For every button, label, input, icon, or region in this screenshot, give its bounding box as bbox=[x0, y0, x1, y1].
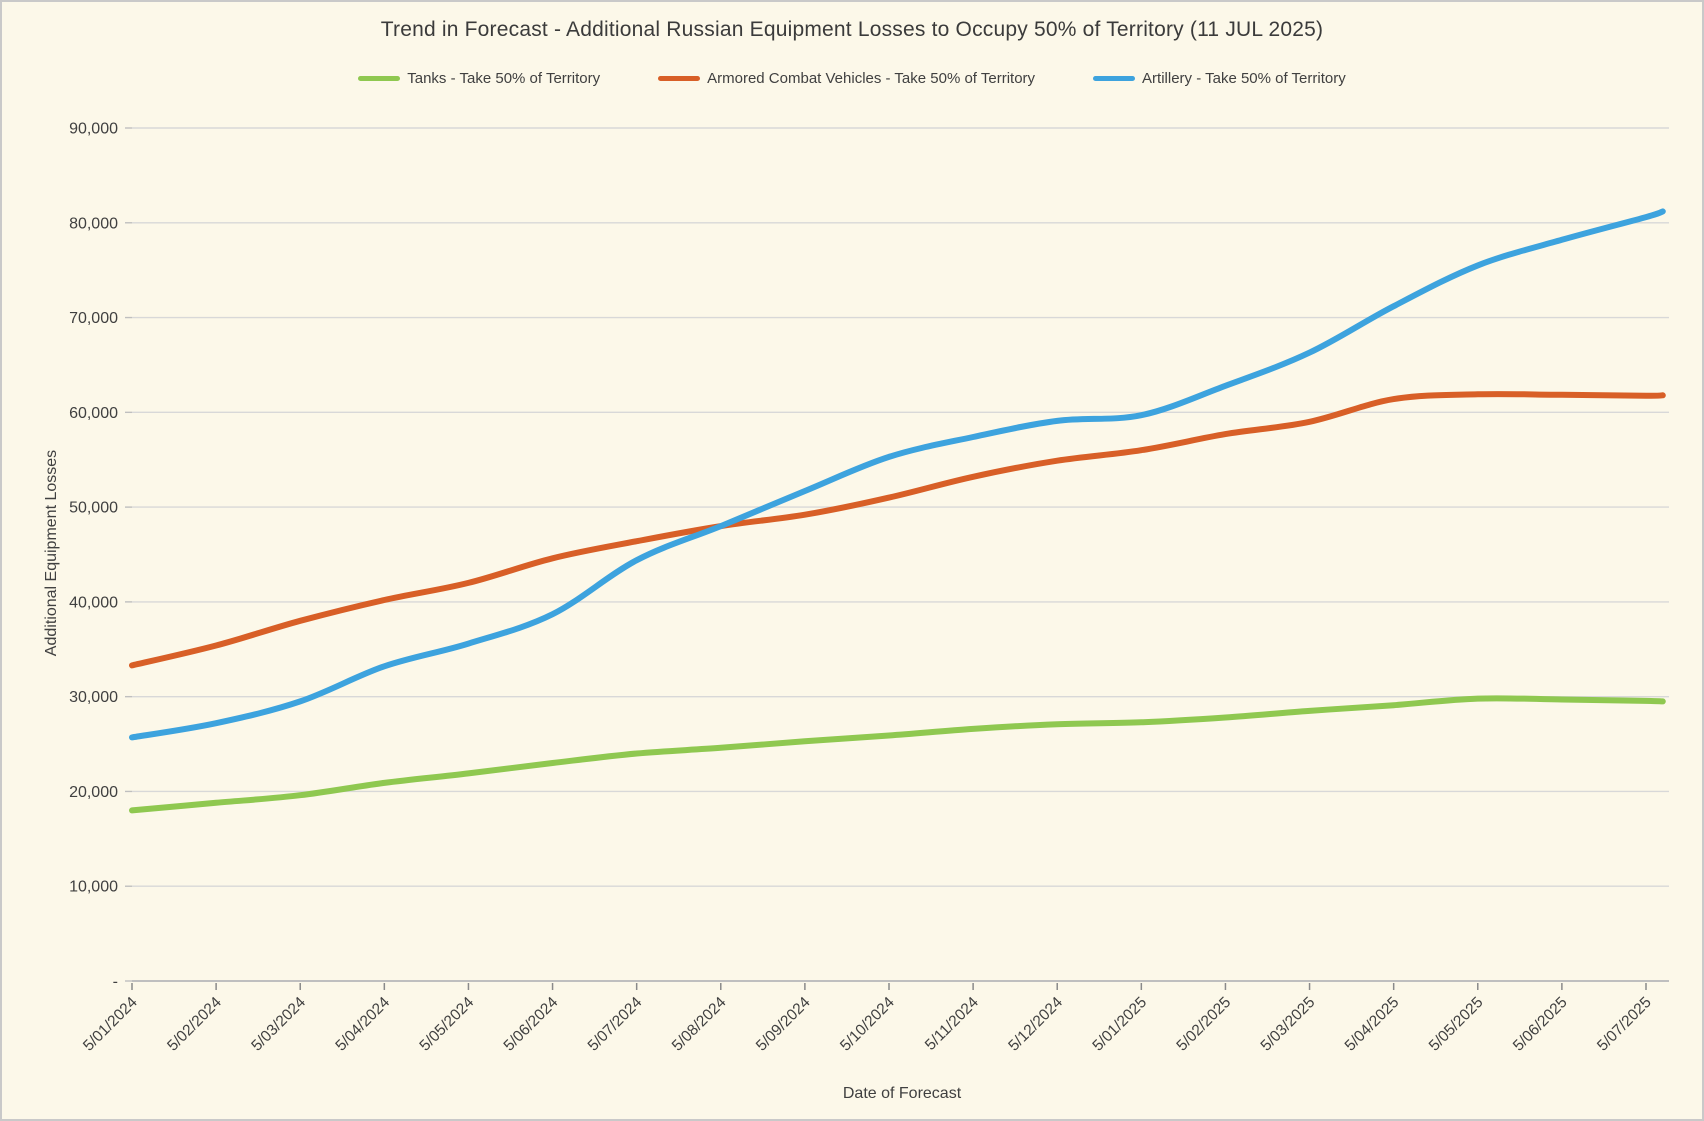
legend-label-tanks: Tanks - Take 50% of Territory bbox=[407, 70, 601, 87]
x-tick-label: 5/01/2024 bbox=[80, 994, 141, 1055]
x-tick-label: 5/02/2024 bbox=[164, 994, 225, 1055]
x-tick-label: 5/06/2024 bbox=[501, 994, 562, 1055]
x-tick-label: 5/04/2024 bbox=[332, 994, 393, 1055]
legend-item-tanks: Tanks - Take 50% of Territory bbox=[358, 70, 600, 87]
x-tick-label: 5/02/2025 bbox=[1173, 994, 1234, 1055]
y-tick-label: 10,000 bbox=[69, 879, 118, 896]
series-line-2 bbox=[129, 208, 1666, 741]
y-tick-label: 70,000 bbox=[69, 310, 118, 327]
x-tick-label: 5/01/2025 bbox=[1089, 994, 1150, 1055]
x-tick-label: 5/06/2025 bbox=[1510, 994, 1571, 1055]
y-tick-label: 30,000 bbox=[69, 689, 118, 706]
legend-item-armored-combat-vehicles: Armored Combat Vehicles - Take 50% of Te… bbox=[658, 70, 1035, 87]
x-tick-label: 5/05/2024 bbox=[416, 994, 477, 1055]
legend: Tanks - Take 50% of Territory Armored Co… bbox=[2, 70, 1702, 87]
legend-label-armored-combat-vehicles: Armored Combat Vehicles - Take 50% of Te… bbox=[707, 70, 1036, 87]
x-axis-title: Date of Forecast bbox=[842, 1085, 962, 1102]
legend-swatch-armored-combat-vehicles bbox=[658, 76, 701, 81]
y-tick-label: 50,000 bbox=[69, 500, 118, 517]
y-tick-label: 40,000 bbox=[69, 594, 118, 611]
y-tick-label: 20,000 bbox=[69, 784, 118, 801]
x-tick-label: 5/12/2024 bbox=[1005, 994, 1066, 1055]
legend-swatch-tanks bbox=[358, 76, 401, 81]
y-tick-label: - bbox=[113, 974, 118, 991]
legend-label-artillery: Artillery - Take 50% of Territory bbox=[1142, 70, 1346, 87]
y-tick-label: 80,000 bbox=[69, 215, 118, 232]
x-tick-label: 5/07/2024 bbox=[585, 994, 646, 1055]
x-tick-label: 5/03/2025 bbox=[1258, 994, 1319, 1055]
x-tick-label: 5/03/2024 bbox=[248, 994, 309, 1055]
chart-title: Trend in Forecast - Additional Russian E… bbox=[380, 18, 1324, 41]
x-tick-label: 5/05/2025 bbox=[1426, 994, 1487, 1055]
legend-swatch-artillery bbox=[1093, 76, 1136, 81]
x-tick-label: 5/04/2025 bbox=[1342, 994, 1403, 1055]
x-tick-label: 5/11/2024 bbox=[922, 994, 982, 1054]
legend-item-artillery: Artillery - Take 50% of Territory bbox=[1093, 70, 1346, 87]
y-tick-label: 90,000 bbox=[69, 121, 118, 138]
y-axis-title: Additional Equipment Losses bbox=[43, 449, 60, 657]
series-line-0 bbox=[129, 695, 1666, 814]
series-line-1 bbox=[129, 391, 1666, 669]
y-tick-label: 60,000 bbox=[69, 405, 118, 422]
x-tick-label: 5/08/2024 bbox=[669, 994, 730, 1055]
x-tick-label: 5/10/2024 bbox=[837, 994, 898, 1055]
x-tick-label: 5/07/2025 bbox=[1594, 994, 1655, 1055]
x-tick-label: 5/09/2024 bbox=[753, 994, 814, 1055]
